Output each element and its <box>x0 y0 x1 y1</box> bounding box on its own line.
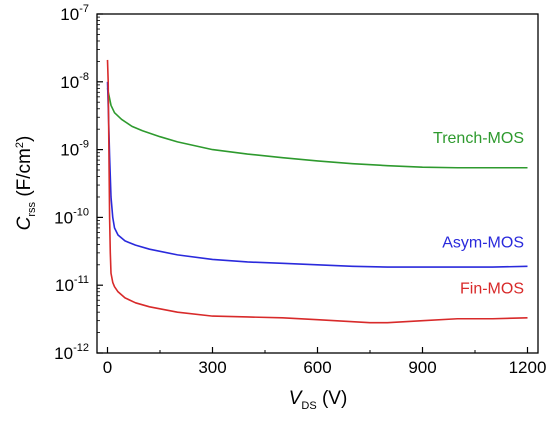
series-annotation: Trench-MOS <box>433 130 524 147</box>
series-annotation: Asym-MOS <box>442 234 524 251</box>
y-axis-label: Crss (F/cm2) <box>14 136 38 231</box>
y-tick-label: 10-10 <box>54 206 89 227</box>
y-axis-label-unit: (F/cm <box>14 148 35 202</box>
x-axis-label: VDS (V) <box>289 388 348 412</box>
y-tick-label: 10-7 <box>60 3 89 24</box>
series-annotations: Trench-MOS Asym-MOS Fin-MOS <box>433 130 524 298</box>
series-annotation: Fin-MOS <box>460 281 524 298</box>
x-tick-label: 600 <box>303 358 331 377</box>
y-tick-label: 10-8 <box>60 71 89 92</box>
y-tick-label: 10-11 <box>55 274 89 295</box>
y-axis-label-subscript: rss <box>26 201 38 216</box>
y-axis-label-unit-superscript: 2 <box>14 142 26 148</box>
series-lines <box>106 59 528 324</box>
x-axis-label-unit: (V) <box>317 388 348 409</box>
x-tick-label: 0 <box>103 358 112 377</box>
y-tick-label: 10-9 <box>60 139 89 160</box>
x-tick-label: 1200 <box>509 358 547 377</box>
x-axis-label-subscript: DS <box>301 400 316 412</box>
plot-frame <box>96 13 539 354</box>
x-tick-label: 300 <box>198 358 226 377</box>
series-line-fin-mos <box>106 59 528 324</box>
series-line-asym-mos <box>106 81 528 268</box>
x-axis-ticks: 0 300 600 900 1200 <box>103 347 547 377</box>
x-axis-label-main: V <box>289 388 304 409</box>
y-axis-label-main: C <box>14 216 35 230</box>
y-axis-label-unit-close: ) <box>14 136 35 142</box>
x-tick-label: 900 <box>408 358 436 377</box>
series-line-trench-mos <box>106 88 528 169</box>
y-axis-ticks: 10-12 10-11 10-10 10-9 10-8 10-7 <box>54 3 103 363</box>
y-tick-label: 10-12 <box>54 342 89 363</box>
